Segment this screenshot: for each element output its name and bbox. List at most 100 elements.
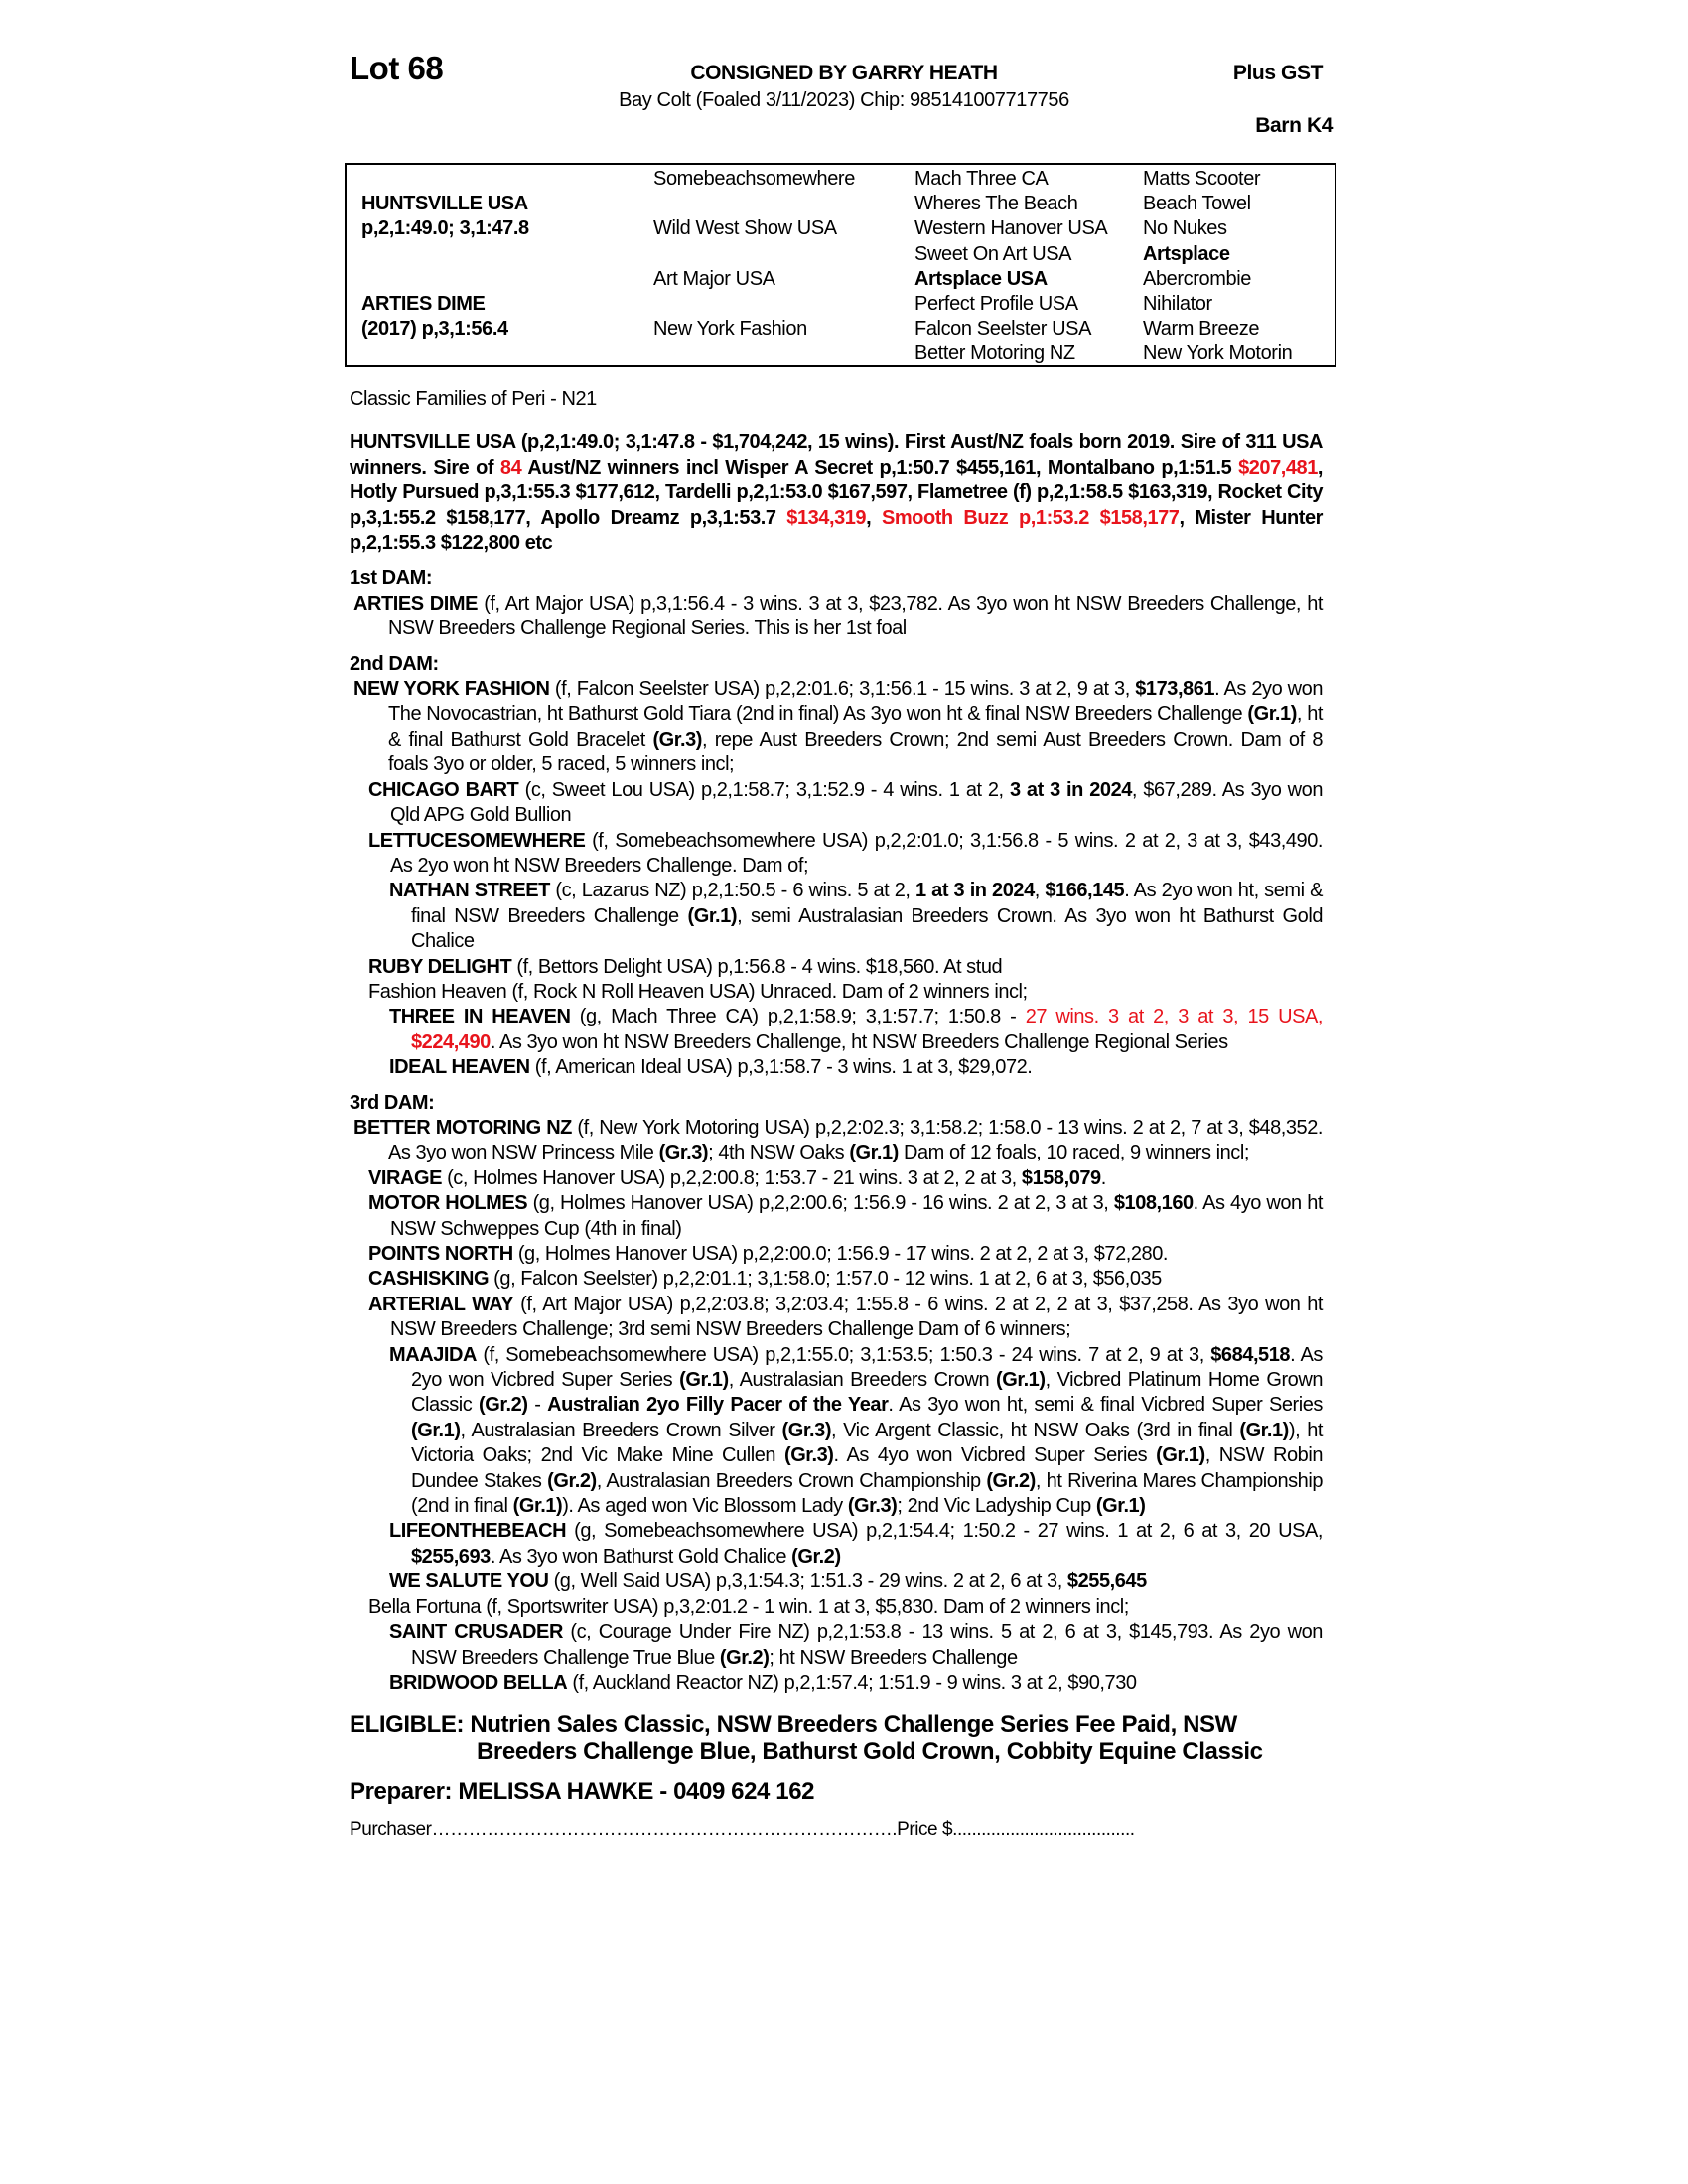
- text-segment: RUBY DELIGHT: [368, 955, 512, 978]
- pedigree-gen4: Artsplace: [1143, 242, 1230, 265]
- text-segment: 27 wins. 3 at 2, 3 at 3, 15 USA,: [1025, 1006, 1324, 1028]
- dam-heading: 3rd DAM:: [350, 1091, 435, 1114]
- text-segment: $173,861: [1135, 678, 1215, 701]
- text-segment: Bella Fortuna (f, Sportswriter USA) p,3,…: [368, 1595, 1129, 1618]
- text-segment: SAINT CRUSADER: [389, 1621, 563, 1644]
- text-segment: (f, Art Major USA) p,3,1:56.4 - 3 wins. …: [388, 592, 1323, 640]
- pedigree-entry: LETTUCESOMEWHERE (f, Somebeachsomewhere …: [350, 829, 1323, 880]
- text-segment: POINTS NORTH: [368, 1243, 513, 1265]
- dam-heading: 1st DAM:: [350, 567, 433, 590]
- pedigree-sire-gen2: Somebeachsomewhere: [653, 168, 855, 190]
- pedigree-gen3: Better Motoring NZ: [914, 342, 1075, 365]
- gst-note: Plus GST: [1232, 62, 1324, 84]
- pedigree-entry: Fashion Heaven (f, Rock N Roll Heaven US…: [350, 980, 1323, 1005]
- text-segment: , semi Australasian Breeders Crown. As 3…: [411, 904, 1323, 953]
- eligibility: ELIGIBLE: Nutrien Sales Classic, NSW Bre…: [350, 1711, 1263, 1766]
- text-segment: , ht Riverina Mares Championship (2nd in…: [411, 1469, 1324, 1518]
- pedigree-entry: THREE IN HEAVEN (g, Mach Three CA) p,2,1…: [350, 1005, 1323, 1055]
- text-segment: . As 4yo won ht NSW Schweppes Cup (4th i…: [390, 1192, 1323, 1240]
- text-segment: MAAJIDA: [389, 1343, 477, 1366]
- price-label: Price $: [897, 1818, 953, 1840]
- text-segment: (Gr.3): [781, 1419, 832, 1441]
- text-segment: .: [1100, 1166, 1107, 1189]
- text-segment: (Gr.2): [547, 1469, 597, 1492]
- purchaser-line: Purchaser………………………………………………………………….Price…: [350, 1818, 1135, 1840]
- text-segment: BRIDWOOD BELLA: [389, 1671, 568, 1694]
- text-segment: $684,518: [1210, 1343, 1291, 1366]
- text-segment: (Gr.1): [996, 1369, 1046, 1392]
- text-segment: , Australasian Breeders Crown Silver: [460, 1419, 782, 1441]
- pedigree-gen3: Artsplace USA: [914, 267, 1048, 290]
- pedigree-entry: MOTOR HOLMES (g, Holmes Hanover USA) p,2…: [350, 1191, 1323, 1242]
- text-segment: (g, Somebeachsomewhere USA) p,2,1:54.4; …: [566, 1520, 1323, 1543]
- text-segment: ARTIES DIME: [353, 592, 479, 614]
- dam-sections: 1st DAM: ARTIES DIME (f, Art Major USA) p…: [350, 566, 1323, 1696]
- text-segment: ; 4th NSW Oaks: [708, 1142, 850, 1164]
- text-segment: (Gr.1): [512, 1495, 563, 1518]
- text-segment: Australian 2yo Filly Pacer of the Year: [547, 1394, 889, 1417]
- pedigree-entry: CASHISKING (g, Falcon Seelster) p,2,2:01…: [350, 1267, 1323, 1292]
- pedigree-entry: BRIDWOOD BELLA (f, Auckland Reactor NZ) …: [350, 1671, 1323, 1696]
- text-segment: MOTOR HOLMES: [368, 1192, 528, 1215]
- pedigree-entry: NATHAN STREET (c, Lazarus NZ) p,2,1:50.5…: [350, 879, 1323, 954]
- text-segment: . As 2yo won Vicbred Super Series: [411, 1343, 1323, 1392]
- text-segment: . As 3yo won ht NSW Breeders Challenge, …: [490, 1030, 1228, 1053]
- pedigree-entry: LIFEONTHEBEACH (g, Somebeachsomewhere US…: [350, 1519, 1323, 1570]
- text-segment: (c, Sweet Lou USA) p,2,1:58.7; 3,1:52.9 …: [518, 778, 1010, 801]
- text-segment: (c, Lazarus NZ) p,2,1:50.5 - 6 wins. 5 a…: [549, 880, 916, 902]
- pedigree-gen3: Falcon Seelster USA: [914, 318, 1092, 341]
- text-segment: , Vicbred Platinum Home Grown Classic: [411, 1369, 1323, 1417]
- pedigree-entry: WE SALUTE YOU (g, Well Said USA) p,3,1:5…: [350, 1570, 1323, 1594]
- text-segment: ; ht NSW Breeders Challenge: [769, 1646, 1018, 1669]
- text-segment: (Gr.1): [411, 1419, 461, 1441]
- text-segment: , NSW Robin Dundee Stakes: [411, 1444, 1323, 1492]
- text-segment: (f, Art Major USA) p,2,2:03.8; 3,2:03.4;…: [390, 1293, 1324, 1341]
- text-segment: HUNTSVILLE USA (p,2,1:49.0; 3,1:47.8 - $…: [350, 431, 1323, 478]
- text-segment: ), ht Victoria Oaks; 2nd Vic Make Mine C…: [411, 1419, 1323, 1467]
- text-segment: , Australasian Breeders Crown Championsh…: [596, 1469, 987, 1492]
- pedigree-gen4: Warm Breeze: [1143, 318, 1260, 341]
- pedigree-gen4: New York Motorin: [1143, 342, 1293, 365]
- consignor: CONSIGNED BY GARRY HEATH: [690, 62, 998, 84]
- text-segment: Fashion Heaven (f, Rock N Roll Heaven US…: [368, 980, 1028, 1003]
- pedigree-gen4: No Nukes: [1143, 217, 1227, 240]
- pedigree-gen4: Matts Scooter: [1143, 168, 1261, 190]
- pedigree-gen4: Beach Towel: [1143, 193, 1251, 215]
- text-segment: (g, Falcon Seelster) p,2,2:01.1; 3,1:58.…: [489, 1268, 1162, 1291]
- text-segment: 1 at 3 in 2024: [915, 880, 1035, 902]
- pedigree-gen4: Abercrombie: [1143, 267, 1251, 290]
- pedigree-entry: SAINT CRUSADER (c, Courage Under Fire NZ…: [350, 1620, 1323, 1671]
- text-segment: ,: [866, 506, 882, 529]
- pedigree-gen3: Perfect Profile USA: [914, 293, 1078, 315]
- text-segment: ; 2nd Vic Ladyship Cup: [897, 1495, 1096, 1518]
- text-segment: (g, Holmes Hanover USA) p,2,2:00.6; 1:56…: [527, 1192, 1114, 1215]
- text-segment: (f, New York Motoring USA) p,2,2:02.3; 3…: [388, 1116, 1323, 1164]
- purchaser-label: Purchaser: [350, 1818, 432, 1840]
- catalogue-body: Classic Families of Peri - N21 HUNTSVILL…: [350, 387, 1323, 1842]
- text-segment: THREE IN HEAVEN: [389, 1006, 571, 1028]
- pedigree-entry: MAAJIDA (f, Somebeachsomewhere USA) p,2,…: [350, 1343, 1323, 1520]
- pedigree-gen3: Sweet On Art USA: [914, 242, 1072, 265]
- text-segment: , Vic Argent Classic, ht NSW Oaks (3rd i…: [831, 1419, 1240, 1441]
- text-segment: Aust/NZ winners incl Wisper A Secret p,1…: [521, 456, 1239, 478]
- text-segment: (Gr.1): [1156, 1444, 1205, 1467]
- pedigree-entry: CHICAGO BART (c, Sweet Lou USA) p,2,1:58…: [350, 778, 1323, 829]
- pedigree-entry: IDEAL HEAVEN (f, American Ideal USA) p,3…: [350, 1055, 1323, 1080]
- text-segment: (Gr.2): [479, 1394, 528, 1417]
- text-segment: (f, Bettors Delight USA) p,1:56.8 - 4 wi…: [511, 955, 1003, 978]
- text-segment: WE SALUTE YOU: [389, 1570, 549, 1593]
- pedigree-entry: POINTS NORTH (g, Holmes Hanover USA) p,2…: [350, 1242, 1323, 1267]
- text-segment: , Hotly Pursued p,3,1:55.3 $177,612, Tar…: [350, 456, 1323, 529]
- text-segment: (g, Well Said USA) p,3,1:54.3; 1:51.3 - …: [548, 1570, 1067, 1593]
- text-segment: (f, American Ideal USA) p,3,1:58.7 - 3 w…: [529, 1056, 1033, 1079]
- text-segment: $158,079: [1021, 1166, 1101, 1189]
- text-segment: $207,481: [1238, 456, 1318, 478]
- text-segment: 84: [499, 456, 522, 478]
- text-segment: $108,160: [1113, 1192, 1194, 1215]
- text-segment: (f, Somebeachsomewhere USA) p,2,2:01.0; …: [390, 829, 1323, 877]
- text-segment: (Gr.1): [1247, 703, 1297, 726]
- dam-heading: 2nd DAM:: [350, 652, 439, 675]
- text-segment: NATHAN STREET: [389, 880, 550, 902]
- sire-summary: HUNTSVILLE USA (p,2,1:49.0; 3,1:47.8 - $…: [350, 430, 1323, 556]
- text-segment: VIRAGE: [368, 1166, 442, 1189]
